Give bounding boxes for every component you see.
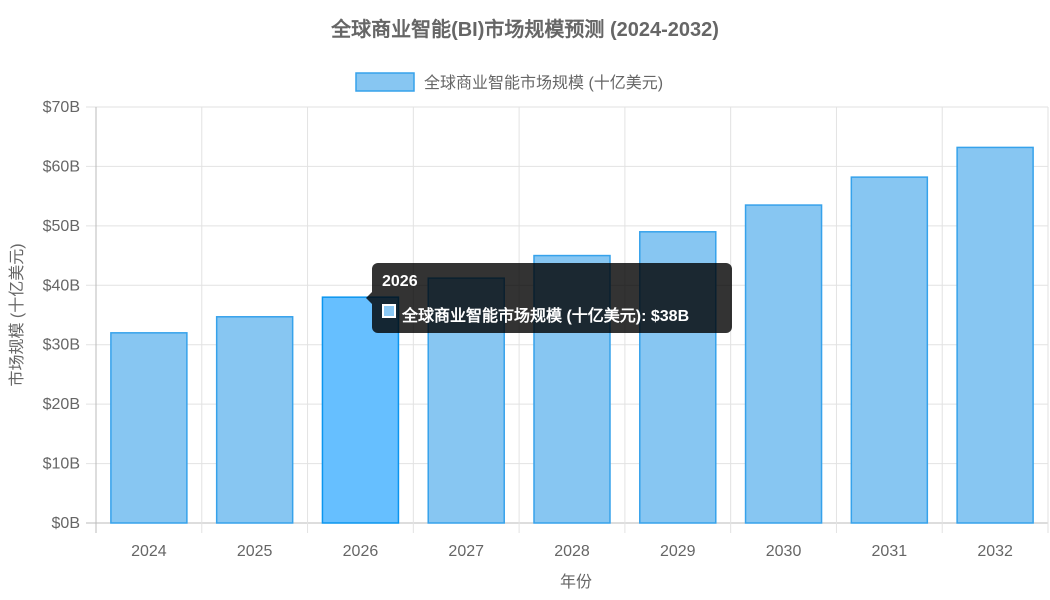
y-tick-label: $0B (52, 515, 80, 532)
y-axis-label: 市场规模 (十亿美元) (8, 243, 26, 386)
x-tick-label: 2025 (237, 543, 273, 560)
legend-swatch[interactable] (355, 72, 415, 92)
bar-2024[interactable] (110, 332, 188, 524)
legend-label[interactable]: 全球商业智能市场规模 (十亿美元) (424, 74, 663, 92)
x-tick-label: 2027 (448, 543, 484, 560)
x-tick-label: 2029 (660, 543, 696, 560)
x-tick-label: 2031 (872, 543, 908, 560)
y-tick-label: $20B (43, 396, 80, 413)
x-axis-label: 年份 (560, 573, 592, 591)
y-tick-label: $10B (43, 456, 80, 473)
tooltip-arrow (366, 292, 372, 304)
x-tick-label: 2030 (766, 543, 802, 560)
bar-2025[interactable] (215, 316, 294, 524)
tooltip-title: 2026 (382, 273, 418, 290)
tooltip: 2026 全球商业智能市场规模 (十亿美元): $38B (366, 263, 732, 333)
x-tick-label: 2026 (343, 543, 379, 560)
bar-2026[interactable] (321, 296, 400, 524)
bar-2031[interactable] (850, 176, 929, 524)
y-tick-label: $50B (43, 218, 80, 235)
tooltip-swatch (382, 304, 396, 318)
x-tick-label: 2032 (977, 543, 1013, 560)
bar-2032[interactable] (956, 146, 1034, 524)
y-tick-label: $60B (43, 158, 80, 175)
y-tick-label: $30B (43, 337, 80, 354)
bar-2030[interactable] (744, 204, 823, 524)
chart-title: 全球商业智能(BI)市场规模预测 (2024-2032) (330, 17, 719, 41)
y-tick-label: $70B (43, 99, 80, 116)
tooltip-body: 全球商业智能市场规模 (十亿美元): $38B (402, 308, 690, 325)
y-tick-label: $40B (43, 277, 80, 294)
x-tick-label: 2024 (131, 543, 167, 560)
x-tick-label: 2028 (554, 543, 590, 560)
